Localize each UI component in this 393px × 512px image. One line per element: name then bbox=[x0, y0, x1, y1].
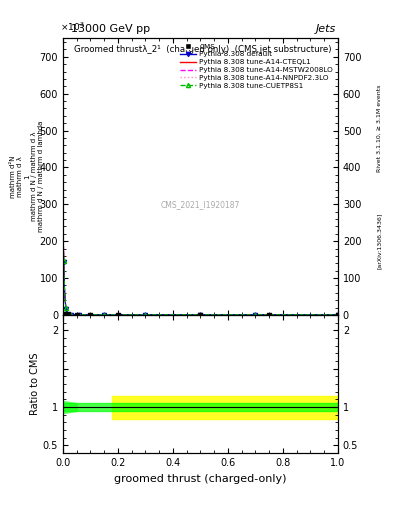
Text: mathrm d²N
mathrm d λ
1
mathrm d N / mathrm d λ
mathrm d N / mathrm d lambda: mathrm d²N mathrm d λ 1 mathrm d N / mat… bbox=[10, 121, 44, 232]
Text: 13000 GeV pp: 13000 GeV pp bbox=[71, 24, 150, 34]
Text: Groomed thrustλ_2¹  (charged only)  (CMS jet substructure): Groomed thrustλ_2¹ (charged only) (CMS j… bbox=[74, 46, 331, 54]
X-axis label: groomed thrust (charged-only): groomed thrust (charged-only) bbox=[114, 474, 286, 483]
Y-axis label: Ratio to CMS: Ratio to CMS bbox=[30, 353, 40, 415]
Text: [arXiv:1306.3436]: [arXiv:1306.3436] bbox=[377, 212, 382, 269]
Text: Jets: Jets bbox=[316, 24, 336, 34]
Point bbox=[87, 311, 94, 319]
Point bbox=[335, 311, 341, 319]
Point bbox=[65, 310, 72, 318]
Legend: CMS, Pythia 8.308 default, Pythia 8.308 tune-A14-CTEQL1, Pythia 8.308 tune-A14-M: CMS, Pythia 8.308 default, Pythia 8.308 … bbox=[178, 42, 334, 90]
Text: Rivet 3.1.10, ≥ 3.1M events: Rivet 3.1.10, ≥ 3.1M events bbox=[377, 84, 382, 172]
Point bbox=[115, 311, 121, 319]
Point bbox=[197, 311, 204, 319]
Point bbox=[73, 310, 80, 318]
Text: $\times 10^3$: $\times 10^3$ bbox=[60, 20, 85, 33]
Point bbox=[266, 311, 272, 319]
Point bbox=[61, 310, 68, 318]
Text: CMS_2021_I1920187: CMS_2021_I1920187 bbox=[161, 200, 240, 209]
